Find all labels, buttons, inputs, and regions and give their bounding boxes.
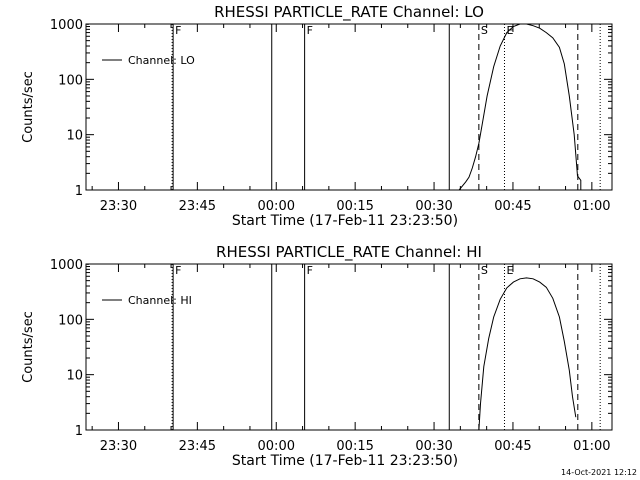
timestamp-footer: 14-Oct-2021 12:12 xyxy=(561,468,637,477)
plot-area: 1 10 100 1000 23:30 23:45 00:00 00:15 00:30 00:45… xyxy=(50,18,613,214)
x-tick-label: 23:30 xyxy=(100,439,137,454)
legend-entry: Channel: LO xyxy=(128,54,195,67)
x-tick-label: 23:30 xyxy=(100,199,137,214)
plot-area: 1 10 100 1000 23:30 23:45 00:00 00:15 00:30 00:45… xyxy=(50,258,613,454)
x-tick-label: 23:45 xyxy=(179,439,216,454)
x-tick-label: 01:00 xyxy=(573,439,610,454)
y-tick-label: 1000 xyxy=(50,18,83,33)
plot-frame xyxy=(85,23,613,191)
series-line xyxy=(85,23,89,25)
y-tick-label: 1 xyxy=(75,424,83,439)
x-tick-label: 00:30 xyxy=(415,199,452,214)
x-tick-label: 00:45 xyxy=(494,439,531,454)
event-marker-label: F xyxy=(307,264,313,277)
y-tick-label: 100 xyxy=(58,73,83,88)
event-marker-label: F xyxy=(175,24,181,37)
x-tick-label: 00:00 xyxy=(258,199,295,214)
series-line xyxy=(478,277,577,431)
chart-panel-hi: RHESSI PARTICLE_RATE Channel: HI Counts/… xyxy=(21,243,613,469)
event-marker-label: S xyxy=(481,264,488,277)
x-tick-label: 01:00 xyxy=(573,199,610,214)
plot-frame xyxy=(85,263,613,431)
legend-entry: Channel: HI xyxy=(128,294,192,307)
x-tick-label: 00:00 xyxy=(258,439,295,454)
y-axis-label: Counts/sec xyxy=(21,71,36,143)
x-axis-label: Start Time (17-Feb-11 23:23:50) xyxy=(232,453,458,469)
event-marker-label: E xyxy=(506,264,513,277)
event-marker-label: F xyxy=(175,264,181,277)
y-tick-label: 10 xyxy=(66,129,83,144)
y-axis-label: Counts/sec xyxy=(21,311,36,383)
x-tick-label: 23:45 xyxy=(179,199,216,214)
x-tick-label: 00:45 xyxy=(494,199,531,214)
event-marker-label: F xyxy=(307,24,313,37)
series-line xyxy=(458,23,582,191)
chart-panel-lo: RHESSI PARTICLE_RATE Channel: LO Counts/… xyxy=(21,3,613,229)
x-axis-label: Start Time (17-Feb-11 23:23:50) xyxy=(232,213,458,229)
x-tick-label: 00:30 xyxy=(415,439,452,454)
x-tick-label: 00:15 xyxy=(336,199,373,214)
y-tick-label: 100 xyxy=(58,313,83,328)
y-tick-label: 1 xyxy=(75,184,83,199)
event-marker-label: S xyxy=(481,24,488,37)
y-tick-label: 1000 xyxy=(50,258,83,273)
x-tick-label: 00:15 xyxy=(336,439,373,454)
event-marker-label: E xyxy=(506,24,513,37)
chart-title: RHESSI PARTICLE_RATE Channel: HI xyxy=(216,243,482,262)
chart-title: RHESSI PARTICLE_RATE Channel: LO xyxy=(214,3,484,22)
series-line xyxy=(85,263,89,265)
y-tick-label: 10 xyxy=(66,369,83,384)
